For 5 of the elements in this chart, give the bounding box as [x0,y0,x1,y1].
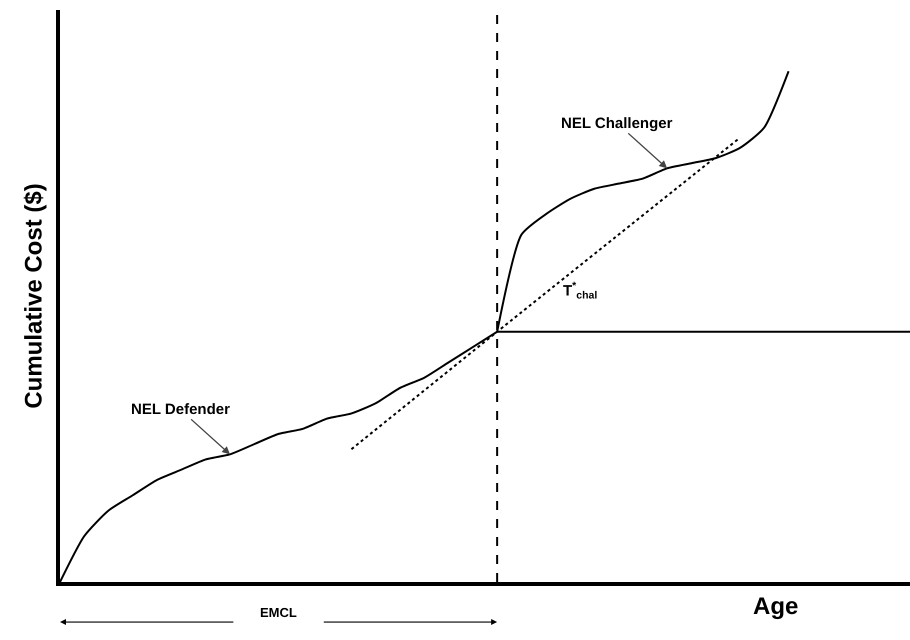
text: NEL Defender [131,401,230,418]
text: NEL Challenger [561,115,673,132]
y-axis-title: Cumulative Cost ($) [20,183,48,409]
text: EMCL [260,605,297,620]
x-axis-title: Age [753,593,798,620]
